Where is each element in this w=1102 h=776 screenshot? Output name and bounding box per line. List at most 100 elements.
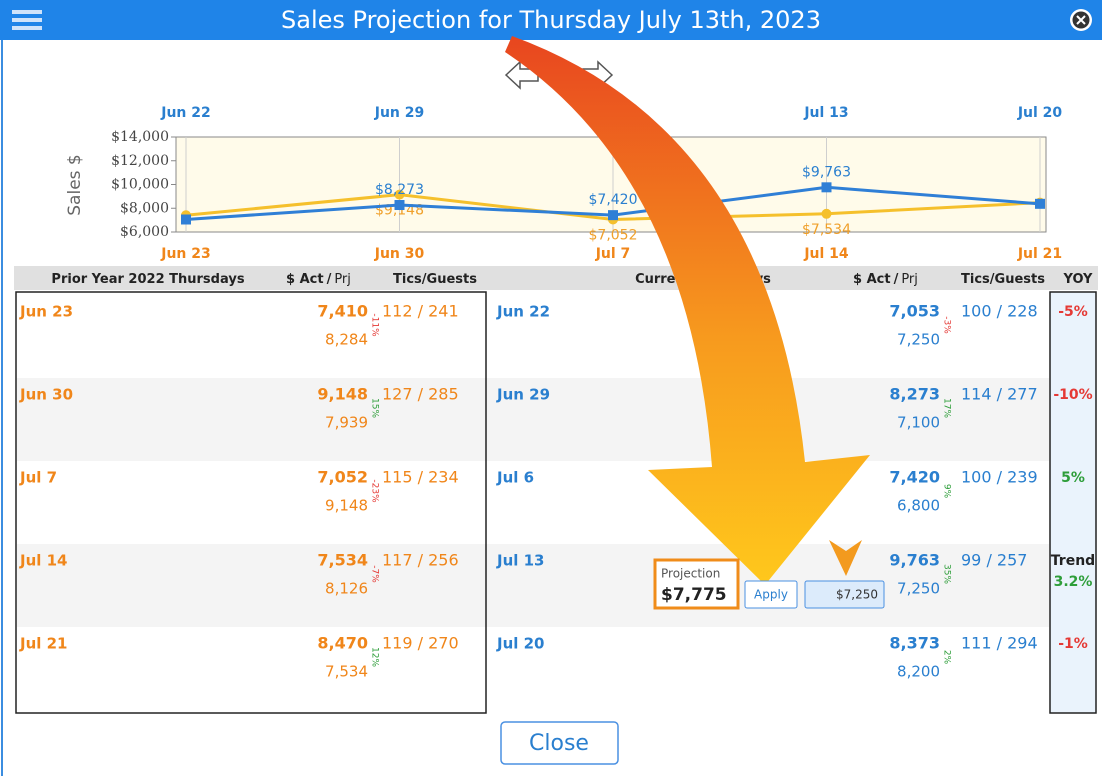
screen: Sales Projection for Thursday July 13th,… bbox=[0, 0, 1102, 776]
prior-percent: -7% bbox=[370, 565, 380, 583]
x-bottom-label: Jun 30 bbox=[374, 246, 425, 262]
y-tick-label: $12,000 bbox=[111, 153, 169, 169]
column-header: Tics/Guests bbox=[961, 272, 1045, 287]
column-header: $ Act/Prj bbox=[286, 272, 351, 287]
column-header-part: Prj bbox=[334, 272, 351, 287]
prior-percent: 15% bbox=[370, 398, 380, 418]
prior-date: Jul 7 bbox=[19, 469, 57, 487]
prior-actual: 8,470 bbox=[317, 634, 368, 653]
close-label: Close bbox=[529, 731, 589, 756]
current-projection: 7,250 bbox=[897, 331, 940, 349]
close-icon[interactable] bbox=[1070, 9, 1092, 31]
current-projection: 6,800 bbox=[897, 497, 940, 515]
value-label: $7,534 bbox=[802, 222, 851, 238]
y-axis-title: Sales $ bbox=[65, 154, 85, 215]
x-bottom-label: Jul 7 bbox=[595, 246, 631, 262]
page: Sales Projection for Thursday July 13th,… bbox=[0, 0, 1102, 776]
menu-bar bbox=[12, 26, 42, 30]
current-date: Jul 13 bbox=[496, 552, 545, 570]
yoy-value: -5% bbox=[1058, 304, 1088, 320]
column-header-part: Prior Year 2022 Thursdays bbox=[51, 272, 244, 287]
current-tics: 111 / 294 bbox=[961, 634, 1038, 653]
x-top-label: Jul 13 bbox=[803, 105, 848, 121]
x-bottom-label: Jul 21 bbox=[1017, 246, 1062, 262]
current-projection: 8,200 bbox=[897, 663, 940, 681]
prior-actual: 9,148 bbox=[317, 385, 368, 404]
prior-projection: 7,534 bbox=[325, 663, 368, 681]
prior-tics: 127 / 285 bbox=[382, 385, 459, 404]
value-label: $8,273 bbox=[375, 182, 424, 198]
column-header-part: Prj bbox=[901, 272, 918, 287]
data-point bbox=[608, 210, 618, 220]
prior-percent: 12% bbox=[370, 647, 380, 667]
current-date: Jul 6 bbox=[496, 469, 534, 487]
current-percent: 2% bbox=[942, 650, 952, 665]
column-header-part: Tics/Guests bbox=[393, 272, 477, 287]
yoy-value: 5% bbox=[1061, 470, 1085, 486]
yoy-value: -10% bbox=[1053, 387, 1092, 403]
data-point bbox=[1035, 199, 1045, 209]
column-header-part: YOY bbox=[1063, 272, 1094, 287]
prior-date: Jun 23 bbox=[19, 303, 73, 321]
current-actual: 8,273 bbox=[889, 385, 940, 404]
value-label: $9,763 bbox=[802, 164, 851, 180]
current-percent: 9% bbox=[942, 484, 952, 499]
yoy-note: Trend bbox=[1051, 553, 1095, 569]
prior-actual: 7,534 bbox=[317, 551, 368, 570]
column-header-part: $ Act bbox=[286, 272, 324, 287]
value-label: $7,052 bbox=[589, 228, 638, 244]
prior-projection: 8,126 bbox=[325, 580, 368, 598]
prior-date: Jul 21 bbox=[19, 635, 68, 653]
projection-input-value: $7,250 bbox=[836, 588, 878, 602]
current-actual: 9,763 bbox=[889, 551, 940, 570]
prior-percent: -23% bbox=[370, 479, 380, 503]
y-tick-label: $8,000 bbox=[120, 200, 169, 216]
prior-actual: 7,052 bbox=[317, 468, 368, 487]
yoy-value: -1% bbox=[1058, 636, 1088, 652]
value-label: $7,420 bbox=[589, 192, 638, 208]
x-top-label: Jul 20 bbox=[1017, 105, 1063, 121]
apply-label: Apply bbox=[754, 588, 788, 602]
column-header-part: $ Act bbox=[853, 272, 891, 287]
y-tick-label: $6,000 bbox=[120, 224, 169, 240]
column-header: YOY bbox=[1063, 272, 1094, 287]
page-title: Sales Projection for Thursday July 13th,… bbox=[281, 6, 821, 34]
prior-tics: 115 / 234 bbox=[382, 468, 459, 487]
prior-actual: 7,410 bbox=[317, 302, 368, 321]
prior-tics: 112 / 241 bbox=[382, 302, 459, 321]
current-actual: 8,373 bbox=[889, 634, 940, 653]
projection-label: Projection bbox=[661, 567, 720, 581]
current-percent: -3% bbox=[942, 316, 952, 334]
column-header: Prior Year 2022 Thursdays bbox=[51, 272, 244, 287]
prior-percent: -11% bbox=[370, 313, 380, 337]
data-point bbox=[822, 182, 832, 192]
current-date: Jun 22 bbox=[496, 303, 550, 321]
menu-icon[interactable] bbox=[12, 10, 42, 30]
prior-tics: 117 / 256 bbox=[382, 551, 459, 570]
current-tics: 114 / 277 bbox=[961, 385, 1038, 404]
x-top-label: Jun 29 bbox=[374, 105, 425, 121]
prior-projection: 8,284 bbox=[325, 331, 368, 349]
current-date: Jun 29 bbox=[496, 386, 550, 404]
column-header-part: / bbox=[894, 272, 899, 287]
data-point bbox=[822, 209, 832, 219]
current-actual: 7,420 bbox=[889, 468, 940, 487]
column-header: $ Act/Prj bbox=[853, 272, 918, 287]
current-date: Jul 20 bbox=[496, 635, 545, 653]
x-top-label: Jun 22 bbox=[160, 105, 211, 121]
menu-bar bbox=[12, 18, 42, 22]
prior-projection: 7,939 bbox=[325, 414, 368, 432]
yoy-value: 3.2% bbox=[1054, 574, 1093, 590]
column-header: Tics/Guests bbox=[393, 272, 477, 287]
menu-bar bbox=[12, 10, 42, 14]
current-tics: 100 / 239 bbox=[961, 468, 1038, 487]
current-percent: 35% bbox=[942, 564, 952, 584]
data-point bbox=[181, 214, 191, 224]
current-tics: 100 / 228 bbox=[961, 302, 1038, 321]
current-projection: 7,100 bbox=[897, 414, 940, 432]
column-header-part: / bbox=[327, 272, 332, 287]
x-bottom-label: Jun 23 bbox=[160, 246, 211, 262]
data-point bbox=[395, 200, 405, 210]
current-actual: 7,053 bbox=[889, 302, 940, 321]
y-tick-label: $10,000 bbox=[111, 177, 169, 193]
